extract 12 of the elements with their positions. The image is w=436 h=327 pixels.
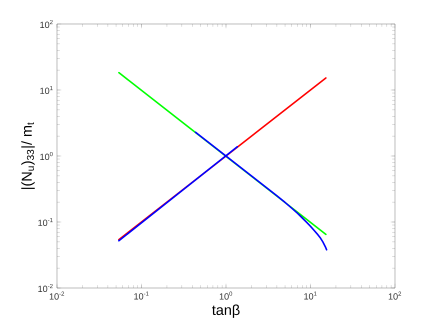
- y-tick-label: 10$^{1}$: [40, 86, 53, 94]
- y-axis-title: |(N$_{u}$)$_{33}$|/ m$_{t}$: [21, 122, 35, 189]
- y-tick-label: 10$^{0}$: [40, 152, 53, 160]
- x-tick-label: 10$^{1}$: [304, 292, 317, 300]
- y-tick-label: 10$^{-2}$: [38, 284, 53, 292]
- x-tick-label: 10$^{-1}$: [134, 292, 149, 300]
- x-tick-label: 10$^{2}$: [388, 292, 402, 300]
- y-tick-label: 10$^{2}$: [40, 20, 53, 28]
- x-tick-label: 10$^{-2}$: [50, 292, 64, 300]
- x-axis-title: tanβ: [212, 304, 240, 318]
- x-tick-label: 10$^{0}$: [220, 292, 232, 300]
- y-tick-label: 10$^{-1}$: [38, 218, 53, 226]
